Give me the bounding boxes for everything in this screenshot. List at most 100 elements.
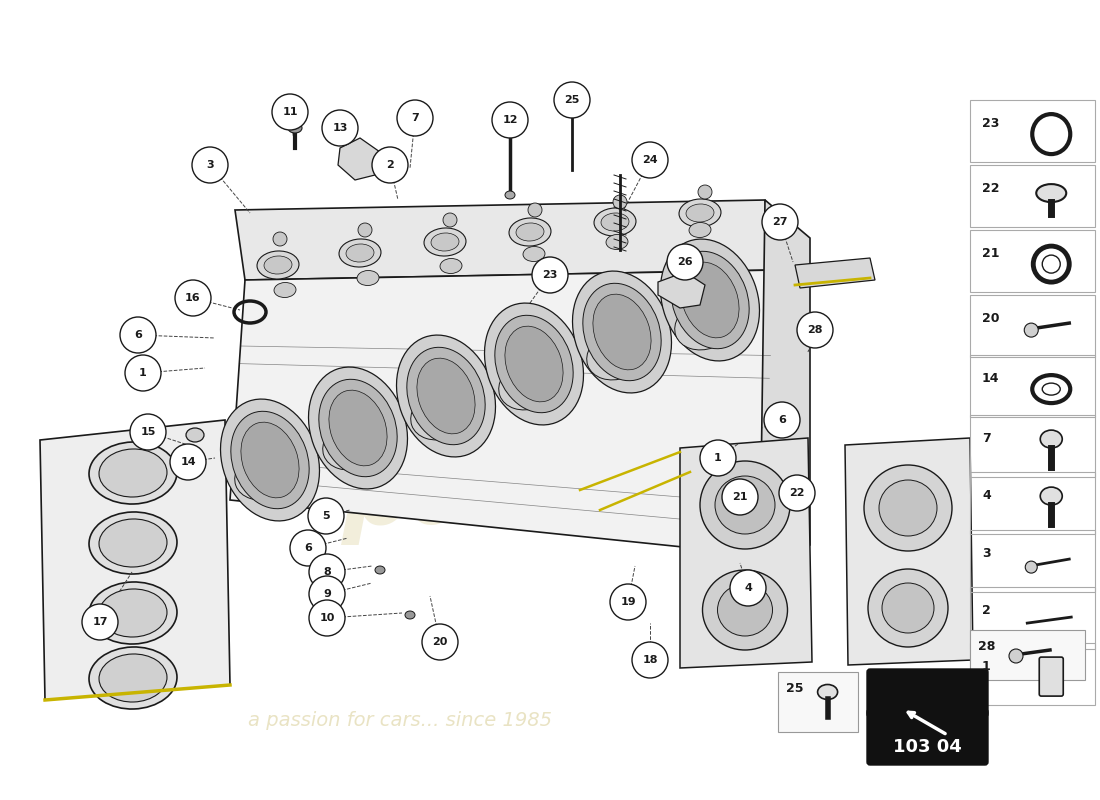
Polygon shape	[760, 200, 810, 555]
Circle shape	[397, 100, 433, 136]
Ellipse shape	[1041, 430, 1063, 448]
Text: 3: 3	[982, 547, 991, 560]
Ellipse shape	[234, 450, 295, 500]
FancyBboxPatch shape	[1040, 657, 1064, 696]
Text: 5: 5	[322, 511, 330, 521]
Ellipse shape	[288, 123, 302, 133]
Ellipse shape	[308, 367, 407, 489]
Ellipse shape	[322, 420, 383, 470]
Ellipse shape	[516, 223, 544, 241]
Circle shape	[82, 604, 118, 640]
Circle shape	[779, 475, 815, 511]
Circle shape	[422, 624, 458, 660]
Ellipse shape	[89, 442, 177, 504]
Circle shape	[192, 147, 228, 183]
Text: 21: 21	[982, 247, 1000, 260]
Circle shape	[170, 444, 206, 480]
Ellipse shape	[375, 566, 385, 574]
Text: 22: 22	[790, 488, 805, 498]
Ellipse shape	[703, 570, 788, 650]
Text: 25: 25	[786, 682, 803, 695]
Ellipse shape	[410, 390, 471, 440]
Ellipse shape	[572, 271, 671, 393]
Circle shape	[309, 554, 345, 590]
Ellipse shape	[1041, 487, 1063, 505]
Polygon shape	[338, 138, 379, 180]
Ellipse shape	[484, 303, 583, 425]
Text: 7: 7	[982, 432, 991, 445]
Circle shape	[610, 584, 646, 620]
Ellipse shape	[99, 654, 167, 702]
Ellipse shape	[396, 335, 495, 457]
Circle shape	[667, 244, 703, 280]
Text: 103 04: 103 04	[893, 738, 961, 756]
Circle shape	[632, 642, 668, 678]
Ellipse shape	[674, 300, 735, 350]
Ellipse shape	[671, 251, 749, 349]
Text: 20: 20	[432, 637, 448, 647]
Ellipse shape	[440, 258, 462, 274]
Text: 25: 25	[564, 95, 580, 105]
Ellipse shape	[522, 246, 544, 262]
Ellipse shape	[817, 685, 837, 699]
Ellipse shape	[681, 262, 739, 338]
Ellipse shape	[89, 512, 177, 574]
Text: 14: 14	[982, 372, 1000, 385]
Ellipse shape	[424, 228, 466, 256]
FancyBboxPatch shape	[778, 672, 858, 732]
Text: 4: 4	[982, 489, 991, 502]
Ellipse shape	[689, 222, 711, 238]
Ellipse shape	[686, 204, 714, 222]
Circle shape	[762, 204, 798, 240]
Ellipse shape	[405, 611, 415, 619]
Ellipse shape	[879, 480, 937, 536]
Ellipse shape	[495, 315, 573, 413]
Text: 9: 9	[323, 589, 331, 599]
Text: 23: 23	[982, 117, 1000, 130]
FancyBboxPatch shape	[867, 669, 988, 717]
Text: 28: 28	[978, 640, 996, 653]
Text: 10: 10	[319, 613, 334, 623]
Circle shape	[125, 355, 161, 391]
Ellipse shape	[89, 582, 177, 644]
Text: 1: 1	[139, 368, 147, 378]
Ellipse shape	[241, 422, 299, 498]
Ellipse shape	[498, 360, 559, 410]
Text: 15: 15	[141, 427, 156, 437]
Text: 28: 28	[807, 325, 823, 335]
Ellipse shape	[99, 519, 167, 567]
Ellipse shape	[99, 449, 167, 497]
Polygon shape	[680, 438, 812, 668]
Circle shape	[722, 479, 758, 515]
Circle shape	[730, 570, 766, 606]
Text: 2: 2	[386, 160, 394, 170]
Ellipse shape	[606, 234, 628, 250]
Circle shape	[309, 600, 345, 636]
Circle shape	[554, 82, 590, 118]
Polygon shape	[230, 270, 776, 555]
Text: 19: 19	[620, 597, 636, 607]
Circle shape	[120, 317, 156, 353]
Text: 24: 24	[642, 155, 658, 165]
Ellipse shape	[593, 294, 651, 370]
Circle shape	[358, 223, 372, 237]
FancyBboxPatch shape	[970, 630, 1085, 680]
Polygon shape	[845, 438, 974, 665]
Ellipse shape	[505, 123, 515, 133]
Circle shape	[698, 185, 712, 199]
Ellipse shape	[505, 191, 515, 199]
Ellipse shape	[505, 326, 563, 402]
Ellipse shape	[186, 428, 204, 442]
Text: 12: 12	[503, 115, 518, 125]
Ellipse shape	[358, 270, 379, 286]
Text: a passion for cars... since 1985: a passion for cars... since 1985	[248, 710, 552, 730]
Ellipse shape	[717, 584, 772, 636]
Text: 11: 11	[283, 107, 298, 117]
Text: 8: 8	[323, 567, 331, 577]
Text: 2: 2	[982, 604, 991, 617]
FancyBboxPatch shape	[867, 709, 988, 765]
Ellipse shape	[346, 244, 374, 262]
Circle shape	[1025, 561, 1037, 573]
Circle shape	[309, 576, 345, 612]
Text: 14: 14	[180, 457, 196, 467]
